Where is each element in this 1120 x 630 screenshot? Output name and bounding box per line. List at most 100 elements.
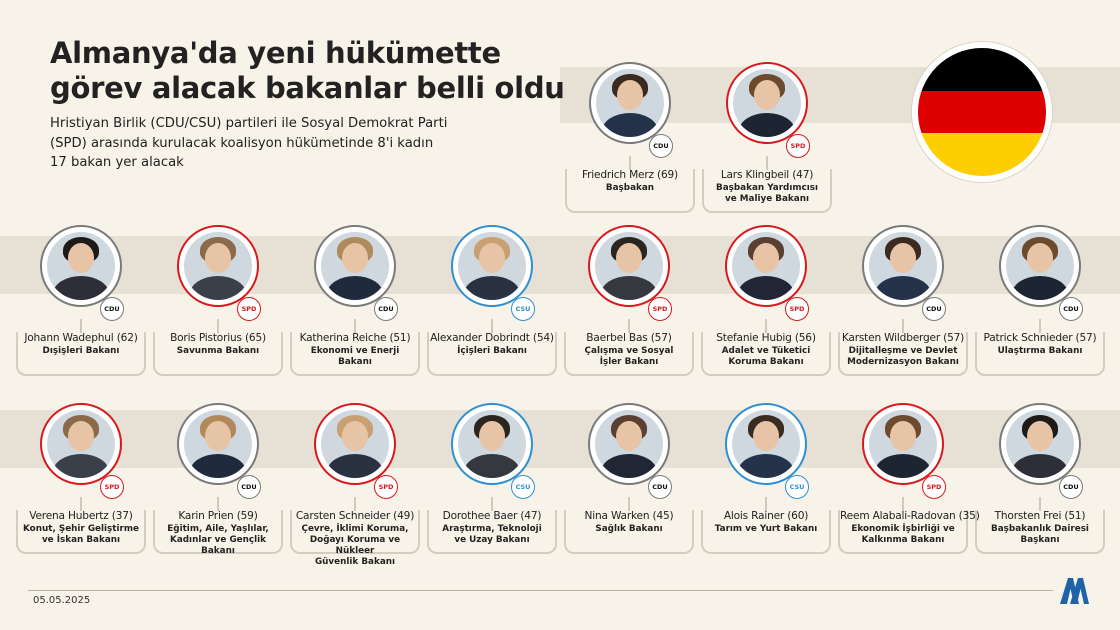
- portrait-ring: CDU: [177, 403, 261, 499]
- portrait-ring: CDU: [862, 225, 946, 321]
- portrait-ring: SPD: [40, 403, 124, 499]
- minister-info-card: Alois Rainer (60) Tarım ve Yurt Bakanı: [701, 510, 831, 554]
- minister-card: CDU Katherina Reiche (51) Ekonomi ve Enerj…: [285, 225, 425, 425]
- minister-info-card: Alexander Dobrindt (54) İçişleri Bakanı: [427, 332, 557, 376]
- connector-line: [765, 497, 767, 511]
- portrait-ring: CSU: [451, 225, 535, 321]
- portrait-ring: SPD: [862, 403, 946, 499]
- connector-line: [902, 319, 904, 333]
- title-line-1: Almanya'da yeni hükümette: [50, 36, 501, 70]
- portrait-body: [464, 454, 520, 478]
- minister-role: Çevre, İklimi Koruma, Doğayı Koruma ve N…: [301, 524, 409, 567]
- portrait-photo: [458, 410, 526, 478]
- minister-role: Dijitalleşme ve Devlet Modernizasyon Bak…: [847, 346, 959, 367]
- minister-info-card: Reem Alabali-Radovan (35) Ekonomik İşbirl…: [838, 510, 980, 554]
- minister-card: SPD Carsten Schneider (49) Çevre, İklimi K…: [285, 403, 425, 603]
- party-badge-spd: SPD: [785, 297, 809, 321]
- minister-name: Karin Prien (59): [178, 510, 258, 522]
- party-badge-cdu: CDU: [648, 475, 672, 499]
- minister-name: Alois Rainer (60): [723, 510, 809, 522]
- minister-name: Nina Warken (45): [584, 510, 674, 522]
- portrait-ring: CSU: [725, 403, 809, 499]
- minister-name: Friedrich Merz (69): [582, 169, 678, 181]
- minister-card: CSU Dorothee Baer (47) Araştırma, Teknoloj…: [422, 403, 562, 603]
- minister-role: Tarım ve Yurt Bakanı: [714, 524, 818, 534]
- portrait-photo: [47, 410, 115, 478]
- portrait-head: [616, 243, 642, 273]
- minister-name: Alexander Dobrindt (54): [430, 332, 554, 344]
- portrait-body: [875, 276, 931, 300]
- minister-card: CDU Karin Prien (59) Eğitim, Aile, Yaşlıla…: [148, 403, 288, 603]
- minister-info-card: Dorothee Baer (47) Araştırma, Teknoloji v…: [427, 510, 557, 554]
- minister-info-card: Boris Pistorius (65) Savunma Bakanı: [153, 332, 283, 376]
- minister-info-card: Patrick Schnieder (57) Ulaştırma Bakanı: [975, 332, 1105, 376]
- portrait-head: [754, 80, 780, 110]
- aa-logo-icon: [1060, 578, 1089, 604]
- portrait-head: [342, 243, 368, 273]
- page-title: Almanya'da yeni hükümette görev alacak b…: [50, 36, 570, 106]
- minister-card: SPD Lars Klingbeil (47) Başbakan Yardımcıs…: [697, 62, 837, 262]
- party-badge-spd: SPD: [374, 475, 398, 499]
- portrait-body: [739, 113, 795, 137]
- portrait-body: [601, 276, 657, 300]
- minister-info-card: Carsten Schneider (49) Çevre, İklimi Koru…: [290, 510, 420, 567]
- minister-role: Adalet ve Tüketici Koruma Bakanı: [721, 346, 811, 367]
- portrait-head: [753, 243, 779, 273]
- portrait-photo: [595, 232, 663, 300]
- portrait-ring: CDU: [999, 225, 1083, 321]
- portrait-head: [479, 421, 505, 451]
- portrait-body: [190, 276, 246, 300]
- portrait-photo: [869, 232, 937, 300]
- connector-line: [1039, 319, 1041, 333]
- portrait-ring: SPD: [588, 225, 672, 321]
- portrait-photo: [596, 69, 664, 137]
- minister-name: Karsten Wildberger (57): [841, 332, 965, 344]
- minister-card: CDU Friedrich Merz (69) Başbakan: [560, 62, 700, 262]
- flag-stripe-gold: [918, 133, 1046, 176]
- minister-info-card: Stefanie Hubig (56) Adalet ve Tüketici Ko…: [701, 332, 831, 376]
- connector-line: [491, 319, 493, 333]
- connector-line: [902, 497, 904, 511]
- portrait-body: [327, 454, 383, 478]
- portrait-body: [53, 276, 109, 300]
- party-badge-cdu: CDU: [1059, 475, 1083, 499]
- minister-card: SPD Verena Hubertz (37) Konut, Şehir Geliş…: [11, 403, 151, 603]
- connector-line: [628, 319, 630, 333]
- minister-role: Araştırma, Teknoloji ve Uzay Bakanı: [442, 524, 542, 545]
- minister-name: Stefanie Hubig (56): [716, 332, 816, 344]
- portrait-ring: CDU: [999, 403, 1083, 499]
- portrait-head: [205, 243, 231, 273]
- minister-card: SPD Baerbel Bas (57) Çalışma ve Sosyal İşl…: [559, 225, 699, 425]
- minister-role: Savunma Bakanı: [176, 346, 260, 356]
- portrait-body: [190, 454, 246, 478]
- party-badge-csu: CSU: [785, 475, 809, 499]
- portrait-ring: CDU: [314, 225, 398, 321]
- portrait-photo: [733, 69, 801, 137]
- portrait-photo: [184, 410, 252, 478]
- minister-card: CSU Alois Rainer (60) Tarım ve Yurt Bakanı: [696, 403, 836, 603]
- minister-role: Dışişleri Bakanı: [42, 346, 120, 356]
- minister-name: Reem Alabali-Radovan (35): [840, 510, 980, 522]
- portrait-ring: CDU: [588, 403, 672, 499]
- publish-date: 05.05.2025: [33, 595, 91, 606]
- party-badge-spd: SPD: [922, 475, 946, 499]
- connector-line: [217, 497, 219, 511]
- minister-card: CDU Thorsten Frei (51) Başbakanlık Dairesi…: [970, 403, 1110, 603]
- portrait-ring: SPD: [177, 225, 261, 321]
- connector-line: [766, 156, 768, 170]
- minister-role: Çalışma ve Sosyal İşler Bakanı: [584, 346, 674, 367]
- portrait-photo: [869, 410, 937, 478]
- flag-stripe-black: [918, 48, 1046, 91]
- connector-line: [80, 497, 82, 511]
- portrait-body: [1012, 276, 1068, 300]
- party-badge-csu: CSU: [511, 297, 535, 321]
- minister-info-card: Karin Prien (59) Eğitim, Aile, Yaşlılar, …: [153, 510, 283, 556]
- minister-card: SPD Reem Alabali-Radovan (35) Ekonomik İşb…: [833, 403, 980, 603]
- portrait-photo: [1006, 232, 1074, 300]
- party-badge-spd: SPD: [237, 297, 261, 321]
- minister-name: Thorsten Frei (51): [994, 510, 1086, 522]
- title-line-2: görev alacak bakanlar belli oldu: [50, 71, 565, 105]
- portrait-ring: SPD: [726, 62, 810, 158]
- portrait-photo: [321, 410, 389, 478]
- minister-name: Verena Hubertz (37): [29, 510, 133, 522]
